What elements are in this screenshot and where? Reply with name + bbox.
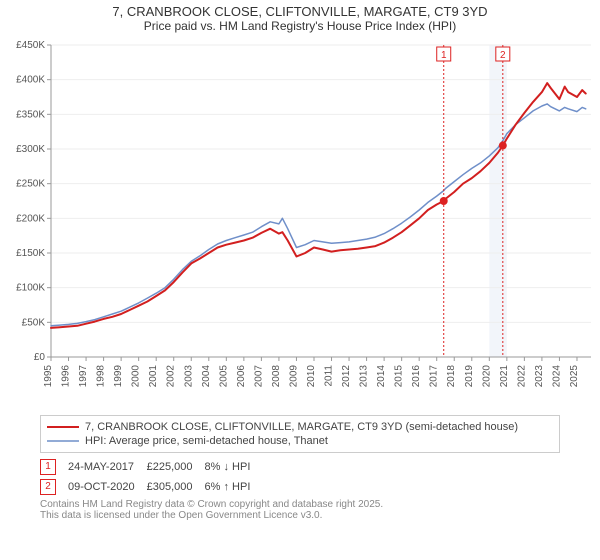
svg-text:£400K: £400K bbox=[16, 75, 45, 86]
footer-line1: Contains HM Land Registry data © Crown c… bbox=[40, 499, 560, 510]
svg-text:2011: 2011 bbox=[324, 365, 335, 387]
svg-text:£350K: £350K bbox=[16, 109, 45, 120]
svg-text:2021: 2021 bbox=[499, 365, 510, 388]
title-line2: Price paid vs. HM Land Registry's House … bbox=[0, 19, 600, 33]
svg-text:2018: 2018 bbox=[446, 365, 457, 388]
svg-text:2007: 2007 bbox=[253, 365, 264, 388]
svg-text:£200K: £200K bbox=[16, 213, 45, 224]
svg-text:2002: 2002 bbox=[166, 365, 177, 388]
svg-text:1996: 1996 bbox=[61, 365, 72, 388]
svg-text:2012: 2012 bbox=[341, 365, 352, 388]
svg-text:£300K: £300K bbox=[16, 144, 45, 155]
legend-row: 7, CRANBROOK CLOSE, CLIFTONVILLE, MARGAT… bbox=[47, 420, 553, 434]
svg-text:1998: 1998 bbox=[96, 365, 107, 388]
svg-text:2023: 2023 bbox=[534, 365, 545, 388]
svg-text:£250K: £250K bbox=[16, 179, 45, 190]
svg-text:2016: 2016 bbox=[411, 365, 422, 388]
svg-text:2019: 2019 bbox=[464, 365, 475, 388]
svg-text:2017: 2017 bbox=[429, 365, 440, 388]
svg-text:2001: 2001 bbox=[148, 365, 159, 388]
svg-text:2024: 2024 bbox=[551, 365, 562, 388]
svg-text:2: 2 bbox=[500, 50, 506, 61]
svg-text:1997: 1997 bbox=[78, 365, 89, 388]
svg-text:2015: 2015 bbox=[394, 365, 405, 388]
svg-text:1999: 1999 bbox=[113, 365, 124, 388]
svg-text:2020: 2020 bbox=[481, 365, 492, 388]
legend-label: HPI: Average price, semi-detached house,… bbox=[85, 435, 328, 447]
svg-text:2014: 2014 bbox=[376, 365, 387, 388]
title-line1: 7, CRANBROOK CLOSE, CLIFTONVILLE, MARGAT… bbox=[0, 4, 600, 19]
footer-attribution: Contains HM Land Registry data © Crown c… bbox=[40, 499, 560, 521]
svg-text:2008: 2008 bbox=[271, 365, 282, 388]
info-row: 124-MAY-2017£225,0008% ↓ HPI bbox=[40, 457, 262, 477]
svg-text:£50K: £50K bbox=[22, 317, 46, 328]
marker-info-table: 124-MAY-2017£225,0008% ↓ HPI209-OCT-2020… bbox=[40, 457, 262, 497]
info-row: 209-OCT-2020£305,0006% ↑ HPI bbox=[40, 477, 262, 497]
svg-text:£0: £0 bbox=[34, 352, 46, 363]
svg-text:£150K: £150K bbox=[16, 248, 45, 259]
legend-box: 7, CRANBROOK CLOSE, CLIFTONVILLE, MARGAT… bbox=[40, 415, 560, 453]
svg-text:2004: 2004 bbox=[201, 365, 212, 388]
svg-text:2010: 2010 bbox=[306, 365, 317, 388]
chart-title-block: 7, CRANBROOK CLOSE, CLIFTONVILLE, MARGAT… bbox=[0, 0, 600, 33]
info-marker-icon: 1 bbox=[40, 459, 56, 475]
svg-text:2009: 2009 bbox=[288, 365, 299, 388]
svg-text:2025: 2025 bbox=[569, 365, 580, 388]
svg-text:2000: 2000 bbox=[131, 365, 142, 388]
legend-label: 7, CRANBROOK CLOSE, CLIFTONVILLE, MARGAT… bbox=[85, 421, 518, 433]
chart: £0 £50K £100K £150K £200K £250K £300K £350K £400… bbox=[3, 39, 597, 409]
svg-text:2003: 2003 bbox=[183, 365, 194, 388]
svg-text:1995: 1995 bbox=[43, 365, 54, 388]
legend-row: HPI: Average price, semi-detached house,… bbox=[47, 434, 553, 448]
svg-text:£100K: £100K bbox=[16, 283, 45, 294]
chart-svg: £0 £50K £100K £150K £200K £250K £300K £350K £400… bbox=[3, 39, 597, 409]
svg-text:2006: 2006 bbox=[236, 365, 247, 388]
svg-text:2005: 2005 bbox=[218, 365, 229, 388]
svg-text:£450K: £450K bbox=[16, 40, 45, 51]
info-marker-icon: 2 bbox=[40, 479, 56, 495]
svg-text:2022: 2022 bbox=[516, 365, 527, 388]
footer-line2: This data is licensed under the Open Gov… bbox=[40, 510, 560, 521]
svg-text:1: 1 bbox=[441, 50, 447, 61]
svg-text:2013: 2013 bbox=[359, 365, 370, 388]
